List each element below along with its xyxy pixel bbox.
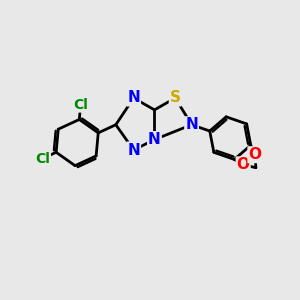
Text: S: S (170, 91, 181, 106)
Text: O: O (237, 158, 250, 172)
Text: Cl: Cl (35, 152, 50, 166)
Text: N: N (127, 91, 140, 106)
Text: O: O (248, 147, 261, 162)
Text: N: N (127, 142, 140, 158)
Text: Cl: Cl (73, 98, 88, 112)
Text: N: N (148, 132, 161, 147)
Text: N: N (185, 117, 198, 132)
